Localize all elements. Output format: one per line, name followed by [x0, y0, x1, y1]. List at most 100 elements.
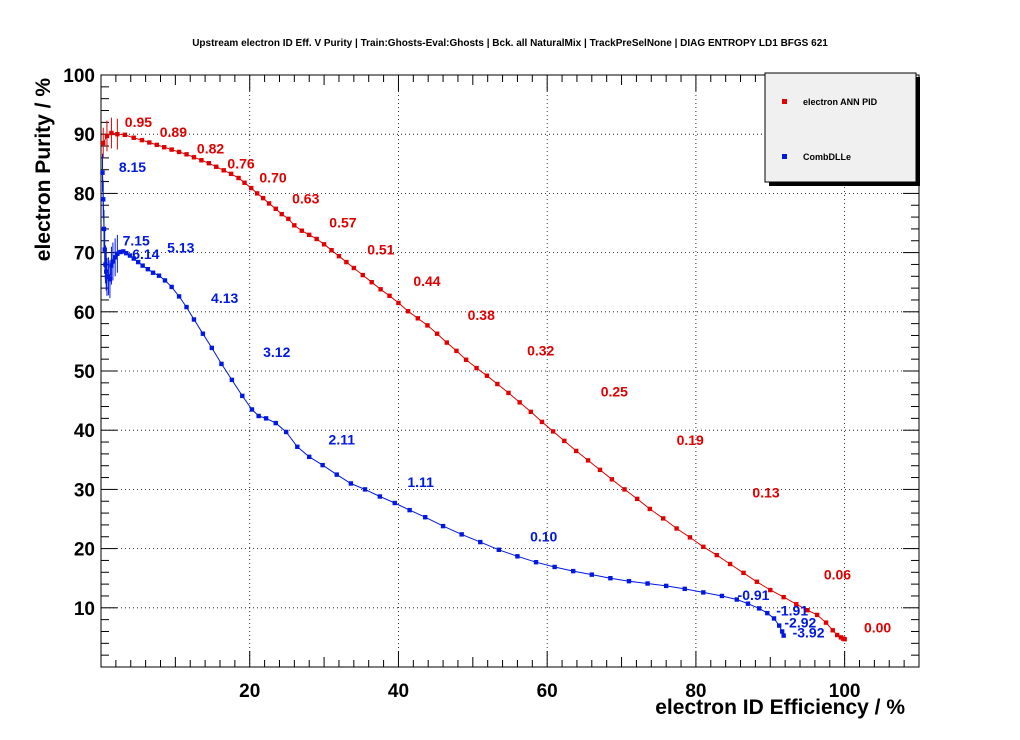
- data-point: [307, 454, 312, 460]
- chart-title: Upstream electron ID Eff. V Purity | Tra…: [192, 38, 828, 49]
- point-label: 0.82: [197, 141, 224, 157]
- y-tick-label: 50: [74, 362, 95, 383]
- point-label: 7.15: [123, 232, 150, 248]
- data-point: [295, 444, 300, 449]
- legend-label-combdlle: CombDLLe: [803, 152, 851, 162]
- point-label: -3.92: [793, 624, 825, 640]
- data-point: [776, 623, 782, 628]
- data-point: [387, 293, 392, 299]
- data-point: [622, 487, 627, 492]
- data-point: [109, 130, 114, 136]
- data-point: [663, 583, 669, 589]
- data-point: [314, 236, 319, 242]
- data-point: [835, 632, 840, 638]
- data-point: [110, 259, 116, 264]
- data-point: [425, 323, 430, 328]
- data-point: [150, 270, 156, 275]
- y-tick-labels: 10 20 30 40 50 60 70 80 90 100: [63, 66, 95, 620]
- data-point: [392, 500, 397, 506]
- data-point: [266, 201, 272, 206]
- data-point: [454, 348, 459, 354]
- data-point: [115, 251, 120, 256]
- data-point: [292, 223, 297, 228]
- y-tick-label: 10: [74, 599, 95, 620]
- data-point: [249, 407, 255, 412]
- data-point: [236, 175, 241, 181]
- data-point: [687, 535, 693, 540]
- data-point: [228, 171, 234, 177]
- data-point: [307, 232, 312, 238]
- data-point: [154, 142, 159, 148]
- data-point: [734, 597, 740, 602]
- data-point: [221, 168, 226, 173]
- data-point: [423, 515, 428, 520]
- point-label: 5.13: [167, 240, 194, 256]
- data-point: [444, 340, 449, 345]
- point-label: 0.10: [530, 528, 557, 544]
- legend-label-electron-ann-pid: electron ANN PID: [803, 97, 878, 107]
- point-label: 0.00: [864, 620, 891, 636]
- data-point: [405, 309, 411, 314]
- y-tick-label: 90: [74, 125, 95, 146]
- data-point: [478, 539, 483, 545]
- data-point: [805, 607, 810, 613]
- data-point: [756, 606, 762, 611]
- y-tick-label: 40: [74, 421, 95, 442]
- data-point: [474, 365, 479, 371]
- data-point: [674, 526, 679, 531]
- legend-marker-combdlle: [782, 154, 787, 159]
- point-label: 4.13: [211, 290, 238, 306]
- data-point: [415, 316, 420, 321]
- data-point: [131, 135, 136, 140]
- data-point: [714, 552, 719, 558]
- data-point: [727, 561, 733, 567]
- data-point: [206, 161, 212, 166]
- data-point: [528, 409, 534, 415]
- data-point: [131, 256, 136, 261]
- data-point: [562, 438, 567, 444]
- data-point: [434, 331, 440, 336]
- data-point: [147, 140, 152, 145]
- legend-marker-electron-ann-pid: [782, 99, 787, 104]
- series-1: [100, 153, 786, 638]
- point-label: 0.63: [292, 190, 319, 206]
- data-point: [162, 145, 167, 150]
- data-point: [240, 393, 245, 399]
- data-point: [249, 185, 254, 191]
- data-point: [571, 568, 576, 574]
- point-label: 0.76: [227, 156, 254, 172]
- data-point: [360, 272, 365, 278]
- data-point: [106, 274, 111, 279]
- data-point: [256, 413, 261, 419]
- data-point: [169, 147, 174, 152]
- point-label: 2.11: [329, 431, 356, 447]
- data-point: [515, 554, 520, 559]
- data-point: [626, 578, 632, 584]
- data-point: [176, 294, 182, 299]
- point-label: 6.14: [132, 246, 159, 262]
- data-point: [273, 420, 278, 426]
- y-tick-label: 80: [74, 184, 95, 205]
- y-tick-label: 20: [74, 540, 95, 561]
- data-point: [283, 429, 289, 435]
- data-point: [682, 586, 687, 592]
- series-line: [102, 132, 845, 640]
- data-point: [214, 164, 219, 169]
- data-point: [823, 620, 829, 625]
- y-tick-label: 30: [74, 480, 95, 501]
- data-point: [254, 191, 260, 196]
- data-point: [273, 206, 278, 211]
- point-label: -1.91: [776, 602, 808, 618]
- y-tick-label: 60: [74, 303, 95, 324]
- data-point: [484, 373, 490, 378]
- data-point: [660, 516, 666, 521]
- data-point: [348, 481, 354, 486]
- data-point: [440, 523, 446, 529]
- data-point: [140, 263, 145, 268]
- data-point: [101, 140, 106, 146]
- data-point: [124, 250, 129, 256]
- data-point: [609, 477, 615, 482]
- data-point: [115, 132, 120, 137]
- data-point: [156, 273, 162, 278]
- data-point: [573, 448, 579, 454]
